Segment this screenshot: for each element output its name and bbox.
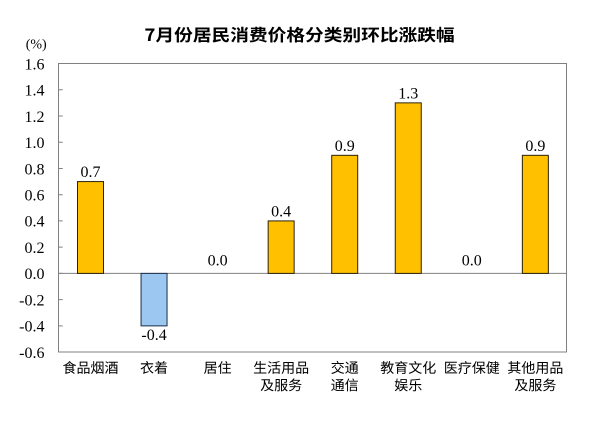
svg-text:0.0: 0.0 — [208, 253, 228, 270]
svg-text:0.0: 0.0 — [462, 253, 482, 270]
svg-text:0.6: 0.6 — [25, 187, 45, 204]
svg-text:1.0: 1.0 — [25, 135, 45, 152]
svg-text:-0.6: -0.6 — [19, 345, 44, 362]
svg-text:1.2: 1.2 — [25, 109, 45, 126]
svg-text:-0.2: -0.2 — [19, 292, 44, 309]
svg-text:0.4: 0.4 — [271, 203, 291, 220]
svg-text:1.3: 1.3 — [398, 85, 418, 102]
svg-text:0.0: 0.0 — [25, 266, 45, 283]
svg-text:1.6: 1.6 — [25, 56, 45, 73]
svg-text:0.7: 0.7 — [81, 164, 101, 181]
svg-text:0.4: 0.4 — [25, 214, 45, 231]
svg-text:-0.4: -0.4 — [141, 327, 166, 344]
svg-text:1.4: 1.4 — [25, 83, 45, 100]
svg-text:0.2: 0.2 — [25, 240, 45, 257]
svg-text:0.9: 0.9 — [335, 138, 355, 155]
svg-text:0.8: 0.8 — [25, 161, 45, 178]
svg-text:(%): (%) — [26, 38, 47, 53]
svg-text:0.9: 0.9 — [525, 138, 545, 155]
svg-text:-0.4: -0.4 — [19, 319, 44, 336]
